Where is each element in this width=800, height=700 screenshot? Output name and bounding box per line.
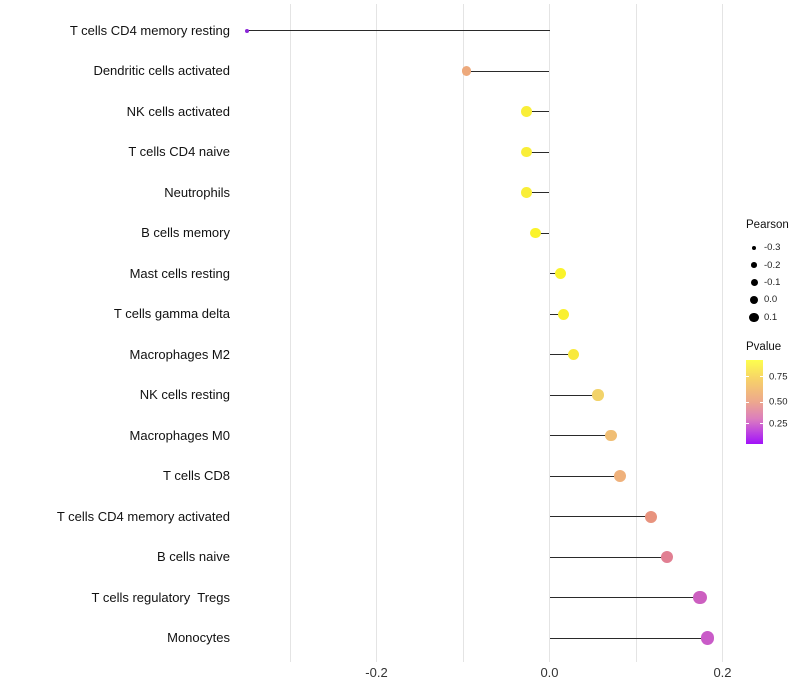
lollipop-dot [693, 591, 707, 605]
x-tick-label: 0.0 [540, 665, 559, 680]
pearson-legend-dot [751, 245, 757, 250]
lollipop-stem [549, 394, 598, 396]
pvalue-colorbar [746, 360, 763, 444]
pearson-legend-item: -0.1 [746, 274, 800, 291]
lollipop-dot [244, 28, 249, 33]
lollipop-dot [701, 631, 715, 645]
lollipop-stem [246, 30, 550, 32]
lollipop-stem [535, 232, 550, 234]
lollipop-stem [549, 354, 574, 356]
category-label: Dendritic cells activated [93, 63, 230, 79]
lollipop-stem [549, 637, 708, 639]
lollipop-dot [520, 106, 532, 117]
pearson-legend-label: 0.0 [764, 294, 778, 306]
pearson-legend-item: -0.2 [746, 256, 800, 273]
lollipop-dot [644, 510, 657, 523]
category-label: Macrophages M0 [129, 427, 230, 443]
pearson-legend-dot [750, 278, 758, 286]
gridline-x--0.3 [289, 4, 291, 662]
lollipop-dot [520, 146, 532, 158]
category-label: NK cells resting [139, 387, 230, 403]
category-label: T cells CD4 memory resting [69, 22, 230, 38]
lollipop-dot [555, 268, 567, 280]
x-tick-label: -0.2 [365, 665, 388, 680]
lollipop-stem [526, 192, 550, 194]
lollipop-dot [461, 66, 472, 76]
pvalue-colorbar-wrap: 0.75 0.50 0.25 [746, 360, 800, 444]
gridline-x-0.2 [722, 4, 723, 662]
pearson-legend-dot-wrap [746, 295, 760, 305]
pvalue-colorbar-tick [760, 376, 763, 378]
pearson-legend-dot-wrap [746, 262, 760, 268]
lollipop-stem [549, 475, 621, 477]
gridline-x--0.1 [462, 4, 464, 662]
category-label: B cells naive [157, 549, 230, 565]
pearson-legend-dot-wrap [746, 312, 760, 322]
lollipop-dot [660, 550, 674, 564]
pearson-legend-items: -0.3 -0.2 -0.1 0.0 0.1 [746, 239, 800, 326]
pearson-legend-label: 0.1 [764, 311, 778, 323]
pearson-legend-item: -0.3 [746, 239, 800, 256]
pearson-legend-label: -0.2 [764, 259, 781, 271]
pvalue-color-legend: Pvalue 0.75 0.50 0.25 [746, 341, 800, 444]
category-label: T cells CD4 memory activated [56, 508, 230, 524]
pvalue-legend-title: Pvalue [746, 341, 782, 353]
pearson-legend-dot [751, 262, 757, 268]
gridline-x-0.1 [635, 4, 637, 662]
gridline-x--0.2 [376, 4, 377, 662]
pvalue-colorbar-label: 0.25 [769, 418, 788, 430]
pearson-legend-label: -0.1 [764, 276, 781, 288]
category-label: T cells gamma delta [113, 306, 230, 322]
lollipop-stem [526, 111, 550, 113]
category-label: Mast cells resting [129, 265, 230, 281]
pvalue-colorbar-tick [746, 401, 749, 403]
pearson-legend-item: 0.1 [746, 309, 800, 326]
pearson-legend-dot-wrap [746, 278, 760, 286]
x-tick-label: 0.2 [713, 665, 732, 680]
lollipop-stem [549, 597, 700, 599]
pearson-legend-dot [749, 312, 759, 322]
pvalue-colorbar-label: 0.75 [769, 371, 788, 383]
lollipop-dot [592, 389, 604, 401]
lollipop-stem [526, 151, 550, 153]
lollipop-dot [605, 429, 617, 442]
category-label: Monocytes [167, 630, 230, 646]
pearson-legend-item: 0.0 [746, 291, 800, 308]
pearson-legend-dot [749, 295, 759, 305]
lollipop-stem [466, 70, 550, 72]
lollipop-dot [530, 227, 542, 239]
lollipop-stem [549, 516, 651, 518]
lollipop-stem [549, 273, 561, 275]
category-label: T cells regulatory Tregs [91, 589, 230, 605]
pvalue-colorbar-tick [746, 376, 749, 378]
lollipop-dot [568, 348, 580, 361]
lollipop-dot [520, 187, 532, 198]
category-label: T cells CD8 [163, 468, 230, 484]
lollipop-stem [549, 556, 668, 558]
lollipop-stem [549, 435, 611, 437]
pearson-size-legend: Pearson -0.3 -0.2 -0.1 0.0 0.1 [746, 219, 800, 326]
category-label: NK cells activated [126, 103, 230, 119]
pvalue-colorbar-label: 0.50 [769, 396, 788, 408]
lollipop-dot [557, 308, 569, 320]
gridline-x-0 [549, 4, 550, 662]
category-label: T cells CD4 naive [128, 144, 230, 160]
category-label: B cells memory [141, 225, 230, 241]
pvalue-colorbar-tick [760, 423, 763, 425]
pearson-legend-dot-wrap [746, 245, 760, 250]
pearson-legend-title: Pearson [746, 219, 789, 231]
pvalue-colorbar-tick [746, 423, 749, 425]
lollipop-stem [549, 313, 564, 315]
pearson-legend-label: -0.3 [764, 242, 781, 254]
lollipop-dot [614, 470, 627, 483]
pvalue-colorbar-tick [760, 401, 763, 403]
category-label: Neutrophils [164, 184, 230, 200]
category-label: Macrophages M2 [129, 346, 230, 362]
